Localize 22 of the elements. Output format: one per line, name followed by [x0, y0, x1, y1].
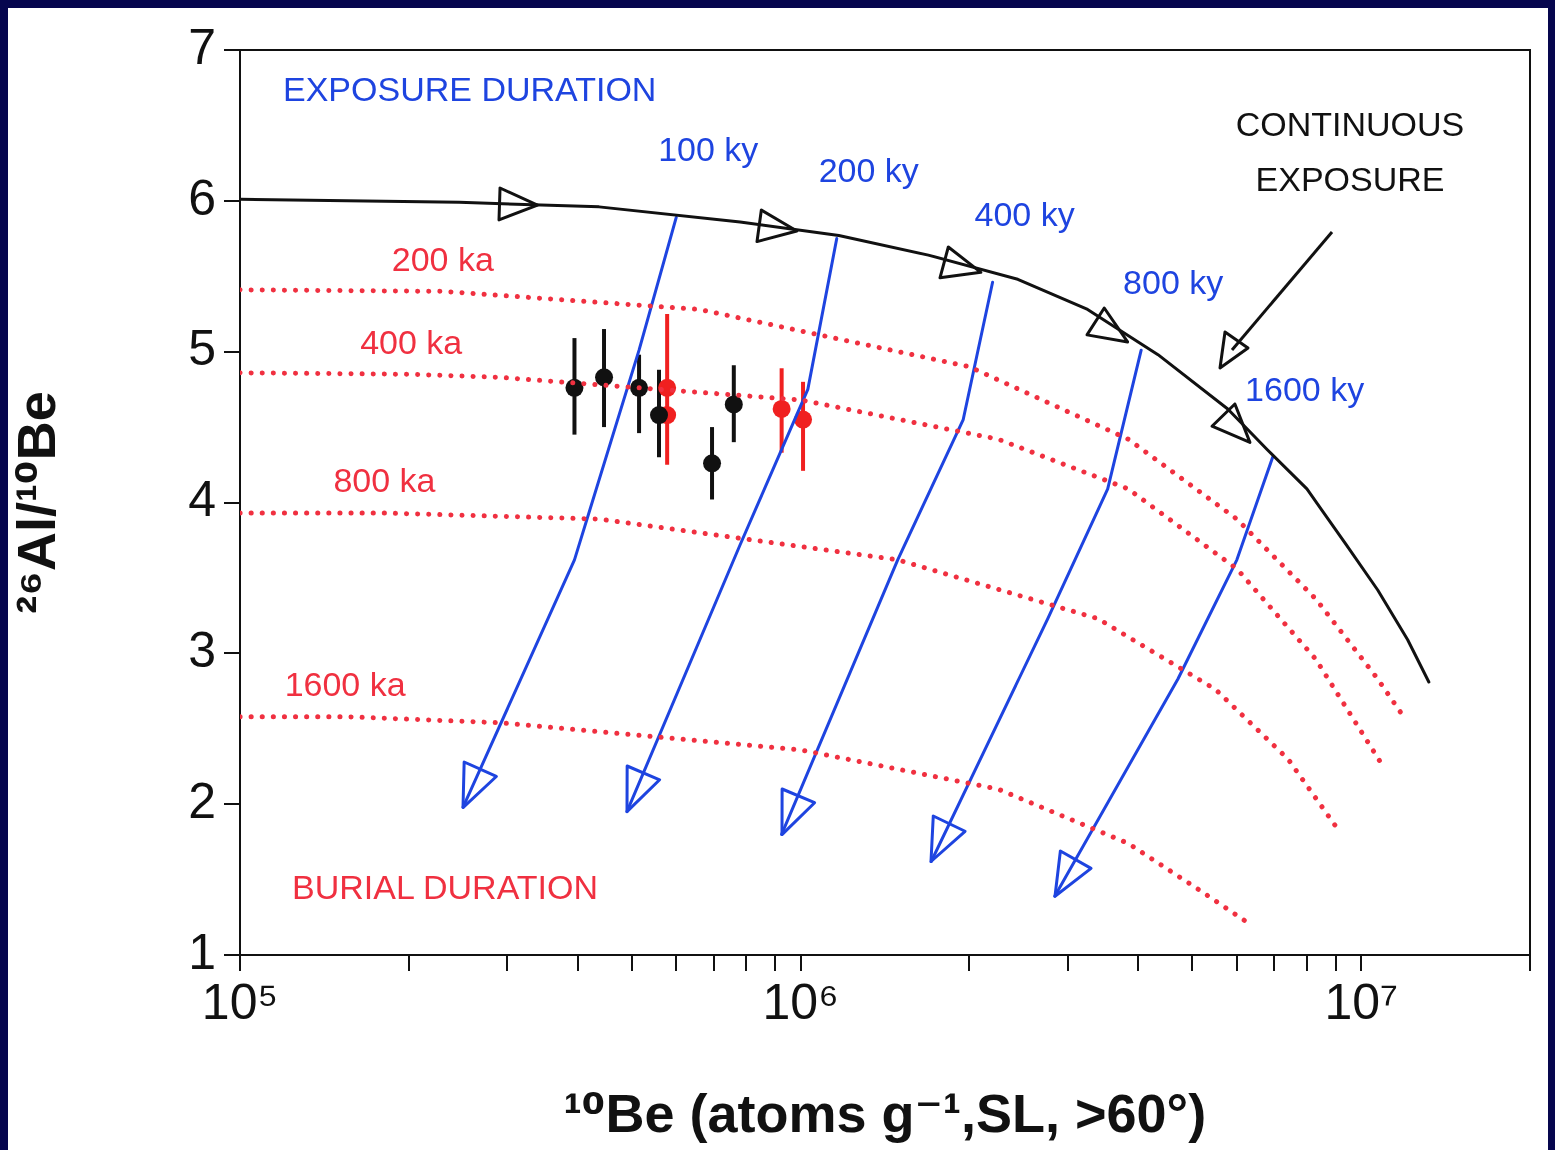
annotation: CONTINUOUS EXPOSURE [1235, 105, 1465, 199]
y-tick-label: 6 [188, 169, 216, 226]
series-label: 1600 ka [284, 665, 406, 704]
y-tick-label: 7 [188, 18, 216, 75]
annotation: EXPOSURE DURATION [283, 70, 657, 109]
series-label: 1600 ky [1245, 369, 1365, 408]
y-tick-label: 4 [188, 471, 216, 528]
series-label: 800 ky [1123, 262, 1224, 301]
series-label: 200 ky [818, 150, 919, 189]
series-label: 800 ka [333, 461, 436, 500]
y-tick-label: 5 [188, 320, 216, 377]
x-tick-label: 10⁷ [1324, 973, 1399, 1030]
series-label: 400 ka [360, 322, 463, 361]
x-tick-label: 10⁶ [762, 973, 839, 1030]
series-label: 200 ka [391, 239, 494, 278]
series-label: 400 ky [974, 194, 1075, 233]
series-label: 100 ky [658, 129, 759, 168]
x-axis-title: ¹⁰Be (atoms g⁻¹,SL, >60°) [563, 1083, 1207, 1144]
y-tick-label: 2 [188, 772, 216, 829]
annotation: BURIAL DURATION [292, 868, 599, 907]
y-axis-title: ²⁶Al/¹⁰Be [6, 391, 67, 614]
y-tick-label: 3 [188, 622, 216, 679]
